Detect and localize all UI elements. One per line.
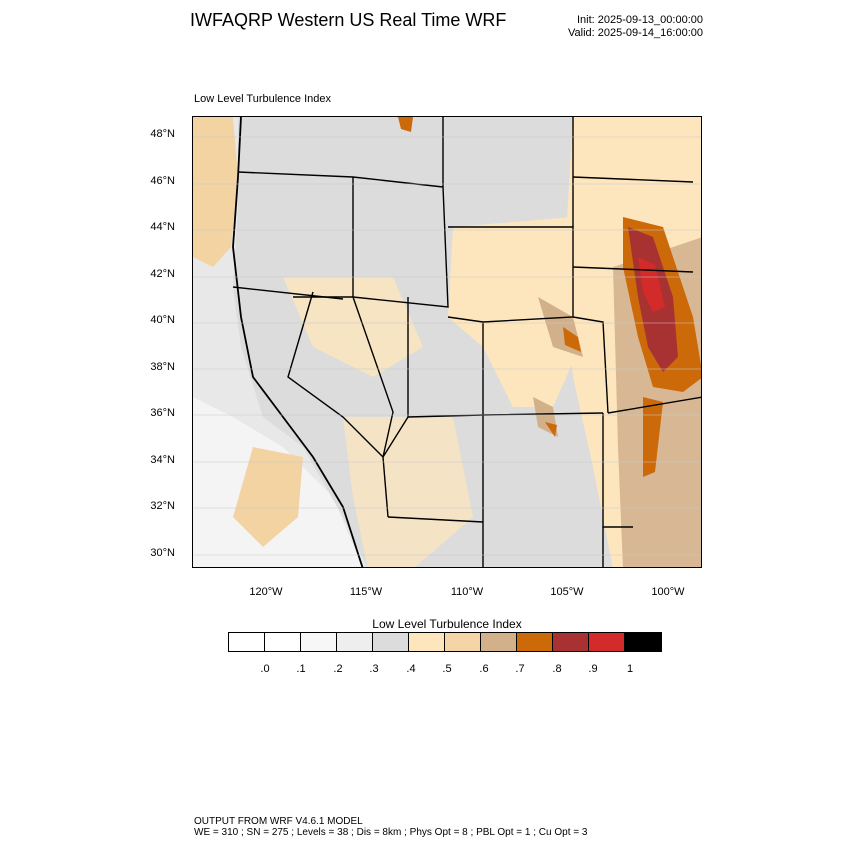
valid-time: Valid: 2025-09-14_16:00:00 [568, 27, 703, 39]
turbulence-region [398, 117, 413, 132]
map-subtitle: Low Level Turbulence Index [194, 93, 331, 105]
lat-label: 42°N [150, 268, 175, 280]
colorbar-swatch [229, 633, 265, 651]
turbulence-region [643, 397, 663, 477]
colorbar-tick-label: .5 [442, 663, 452, 675]
run-time-info: Init: 2025-09-13_00:00:00 Valid: 2025-09… [568, 14, 703, 40]
colorbar-tick-label: .3 [369, 663, 379, 675]
turbulence-region [283, 277, 423, 377]
colorbar-tick-label: .9 [588, 663, 598, 675]
colorbar-tick-label: .4 [406, 663, 416, 675]
lat-label: 48°N [150, 128, 175, 140]
coastline [232, 117, 364, 567]
colorbar-tick-label: .6 [479, 663, 489, 675]
colorbar [228, 632, 662, 652]
colorbar-swatch [625, 633, 661, 651]
colorbar-swatch [481, 633, 517, 651]
lon-label: 115°W [349, 586, 383, 598]
turbulence-region [343, 417, 473, 567]
lat-label: 44°N [150, 221, 175, 233]
colorbar-tick-label: 1 [626, 663, 634, 675]
colorbar-tick-label: .0 [260, 663, 270, 675]
lat-label: 30°N [150, 547, 175, 559]
colorbar-tick-label: .2 [333, 663, 343, 675]
colorbar-swatch [373, 633, 409, 651]
lat-label: 32°N [150, 500, 175, 512]
colorbar-swatch [553, 633, 589, 651]
lat-label: 34°N [150, 454, 175, 466]
lat-label: 40°N [150, 314, 175, 326]
colorbar-tick-label: .1 [296, 663, 306, 675]
colorbar-tick-label: .7 [515, 663, 525, 675]
colorbar-swatch [337, 633, 373, 651]
map-svg [193, 117, 701, 567]
colorbar-swatch [301, 633, 337, 651]
lon-label: 120°W [249, 586, 283, 598]
colorbar-swatch [517, 633, 553, 651]
footer-line-2: WE = 310 ; SN = 275 ; Levels = 38 ; Dis … [194, 827, 588, 838]
lat-label: 38°N [150, 361, 175, 373]
colorbar-swatch [445, 633, 481, 651]
turbulence-map [192, 116, 702, 568]
init-time: Init: 2025-09-13_00:00:00 [577, 14, 703, 26]
turbulence-region [545, 422, 557, 437]
model-info-footer: OUTPUT FROM WRF V4.6.1 MODEL WE = 310 ; … [194, 816, 587, 838]
colorbar-swatch [409, 633, 445, 651]
lon-label: 110°W [450, 586, 484, 598]
lon-label: 100°W [651, 586, 685, 598]
turbulence-region [638, 257, 665, 312]
colorbar-title: Low Level Turbulence Index [372, 617, 522, 631]
colorbar-swatch [589, 633, 625, 651]
lat-label: 46°N [150, 175, 175, 187]
ocean-turbulence-patch [233, 447, 303, 547]
page-title: IWFAQRP Western US Real Time WRF [190, 10, 507, 30]
turbulence-region [448, 217, 593, 407]
graticule [193, 136, 701, 556]
lat-label: 36°N [150, 407, 175, 419]
colorbar-tick-label: .8 [552, 663, 562, 675]
colorbar-swatch [265, 633, 301, 651]
turbulence-region [563, 327, 581, 352]
lon-label: 105°W [550, 586, 584, 598]
footer-line-1: OUTPUT FROM WRF V4.6.1 MODEL [194, 816, 363, 827]
ocean-turbulence-patch [193, 117, 238, 267]
state-boundaries [232, 117, 701, 567]
